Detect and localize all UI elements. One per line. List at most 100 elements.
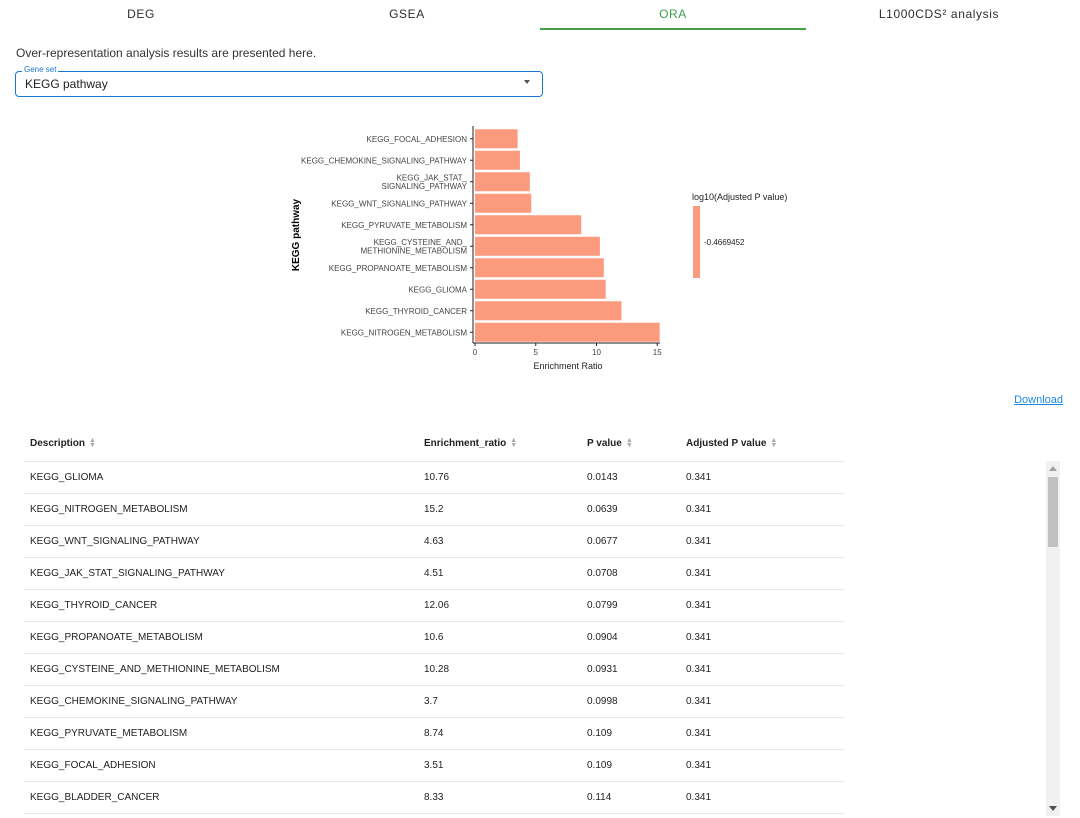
cell-adjusted-p-value: 0.341 [686,472,712,483]
chart-bar [475,215,582,235]
cell-enrichment-ratio: 4.51 [424,568,444,579]
table-body: KEGG_GLIOMA 10.76 0.0143 0.341 KEGG_NITROGEN… [24,461,844,818]
table-row: KEGG_THYROID_CANCER 12.06 0.0799 0.341 [24,589,844,621]
scrollbar-thumb[interactable] [1048,477,1058,547]
cell-p-value: 0.0708 [587,568,618,579]
gene-set-select[interactable]: Gene set KEGG pathway [15,65,543,97]
cell-description: KEGG_WNT_SIGNALING_PATHWAY [30,536,200,547]
cell-p-value: 0.0677 [587,536,618,547]
cell-enrichment-ratio: 3.51 [424,760,444,771]
column-header-description[interactable]: Description ▲ ▼ [30,436,96,449]
column-header-adjusted-p-value[interactable]: Adjusted P value ▲ ▼ [686,436,778,449]
cell-enrichment-ratio: 3.7 [424,696,438,707]
cell-description: KEGG_BLADDER_CANCER [30,792,160,803]
cell-enrichment-ratio: 10.76 [424,472,450,483]
x-tick-label: 0 [473,348,478,357]
cell-description: KEGG_CHEMOKINE_SIGNALING_PATHWAY [30,696,238,707]
chart-bar [475,258,604,278]
x-tick-label: 5 [534,348,539,357]
x-axis-title: Enrichment Ratio [533,361,602,371]
category-label: KEGG_PROPANOATE_METABOLISM [329,264,468,273]
cell-adjusted-p-value: 0.341 [686,664,712,675]
cell-description: KEGG_FOCAL_ADHESION [30,760,156,771]
category-label: KEGG_THYROID_CANCER [365,307,467,316]
cell-p-value: 0.0799 [587,600,618,611]
cell-adjusted-p-value: 0.341 [686,760,712,771]
cell-p-value: 0.0998 [587,696,618,707]
category-label: KEGG_NITROGEN_METABOLISM [341,328,467,337]
enrichment-bar-chart: KEGG_FOCAL_ADHESION KEGG_CHEMOKINE_SIGNAL… [291,126,787,371]
category-label: KEGG_FOCAL_ADHESION [367,135,468,144]
tab-deg[interactable]: DEG [127,7,155,21]
cell-adjusted-p-value: 0.341 [686,600,712,611]
cell-adjusted-p-value: 0.341 [686,632,712,643]
category-label: KEGG_WNT_SIGNALING_PATHWAY [331,199,467,208]
chart-bar [475,279,606,299]
chart-bar [475,129,518,149]
scroll-up-arrow-icon[interactable] [1049,466,1057,471]
cell-adjusted-p-value: 0.341 [686,696,712,707]
scroll-down-arrow-icon[interactable] [1049,806,1057,811]
cell-description: KEGG_JAK_STAT_SIGNALING_PATHWAY [30,568,225,579]
cell-description: KEGG_THYROID_CANCER [30,600,158,611]
tab-l1000cds2-analysis[interactable]: L1000CDS² analysis [878,7,1000,21]
table-row: KEGG_WNT_SIGNALING_PATHWAY 4.63 0.0677 0.34… [24,525,844,557]
table-row: KEGG_GLIOMA 10.76 0.0143 0.341 [24,461,844,493]
category-label: KEGG_GLIOMA [408,285,467,294]
y-axis-title: KEGG pathway [291,198,302,271]
chart-bar [475,236,600,256]
column-header-p-value[interactable]: P value ▲ ▼ [587,436,633,449]
x-tick-labels: 0 5 10 15 [473,343,662,357]
sort-icon[interactable]: ▲ ▼ [625,436,633,449]
chart-bar [475,172,530,192]
tab-gsea[interactable]: GSEA [389,7,425,21]
download-link[interactable]: Download [1014,394,1063,406]
cell-p-value: 0.0639 [587,504,618,515]
table-row: KEGG_FOCAL_ADHESION 3.51 0.109 0.341 [24,749,844,781]
cell-adjusted-p-value: 0.341 [686,568,712,579]
chart-bar [475,301,622,321]
cell-enrichment-ratio: 10.6 [424,632,444,643]
table-row: KEGG_PYRUVATE_METABOLISM 8.74 0.109 0.341 [24,717,844,749]
cell-enrichment-ratio: 4.63 [424,536,444,547]
cell-p-value: 0.114 [587,792,612,803]
column-header-enrichment-ratio[interactable]: Enrichment_ratio ▲ ▼ [424,436,518,449]
cell-enrichment-ratio: 15.2 [424,504,444,515]
legend-title: log10(Adjusted P value) [692,192,787,202]
chart-bar [475,150,520,170]
x-tick-label: 10 [592,348,601,357]
cell-p-value: 0.109 [587,760,613,771]
table-row: KEGG_JAK_STAT_SIGNALING_PATHWAY 4.51 0.070… [24,557,844,589]
cell-p-value: 0.0143 [587,472,618,483]
cell-enrichment-ratio: 8.33 [424,792,444,803]
cell-adjusted-p-value: 0.341 [686,792,712,803]
gene-set-label: Gene set [22,65,59,74]
cell-adjusted-p-value: 0.341 [686,536,712,547]
cell-enrichment-ratio: 8.74 [424,728,444,739]
table-row: KEGG_CYSTEINE_AND_METHIONINE_METABOLISM 1… [24,653,844,685]
legend-value: -0.4669452 [704,238,745,247]
cell-enrichment-ratio: 10.28 [424,664,450,675]
x-tick-label: 15 [653,348,662,357]
cell-adjusted-p-value: 0.341 [686,504,712,515]
cell-adjusted-p-value: 0.341 [686,728,712,739]
cell-enrichment-ratio: 12.06 [424,600,450,611]
sort-icon[interactable]: ▲ ▼ [770,436,778,449]
category-labels: KEGG_FOCAL_ADHESION KEGG_CHEMOKINE_SIGNAL… [301,135,473,337]
table-row: KEGG_BLADDER_CANCER 8.33 0.114 0.341 [24,781,844,813]
table-row [24,813,844,818]
cell-p-value: 0.0904 [587,632,618,643]
category-label: KEGG_JAK_STAT_ SIGNALING_PATHWAY [382,174,468,192]
sort-icon[interactable]: ▲ ▼ [510,436,518,449]
category-label: KEGG_CYSTEINE_AND_ METHIONINE_METABOLISM [360,238,467,256]
sort-icon[interactable]: ▲ ▼ [89,436,96,449]
cell-description: KEGG_PROPANOATE_METABOLISM [30,632,203,643]
cell-p-value: 0.0931 [587,664,618,675]
chevron-down-icon [524,80,530,84]
category-label: KEGG_PYRUVATE_METABOLISM [341,221,467,230]
cell-description: KEGG_GLIOMA [30,472,104,483]
table-row: KEGG_NITROGEN_METABOLISM 15.2 0.0639 0.341 [24,493,844,525]
cell-description: KEGG_CYSTEINE_AND_METHIONINE_METABOLISM [30,664,280,675]
tab-ora[interactable]: ORA [540,0,806,30]
table-scrollbar[interactable] [1046,461,1060,816]
